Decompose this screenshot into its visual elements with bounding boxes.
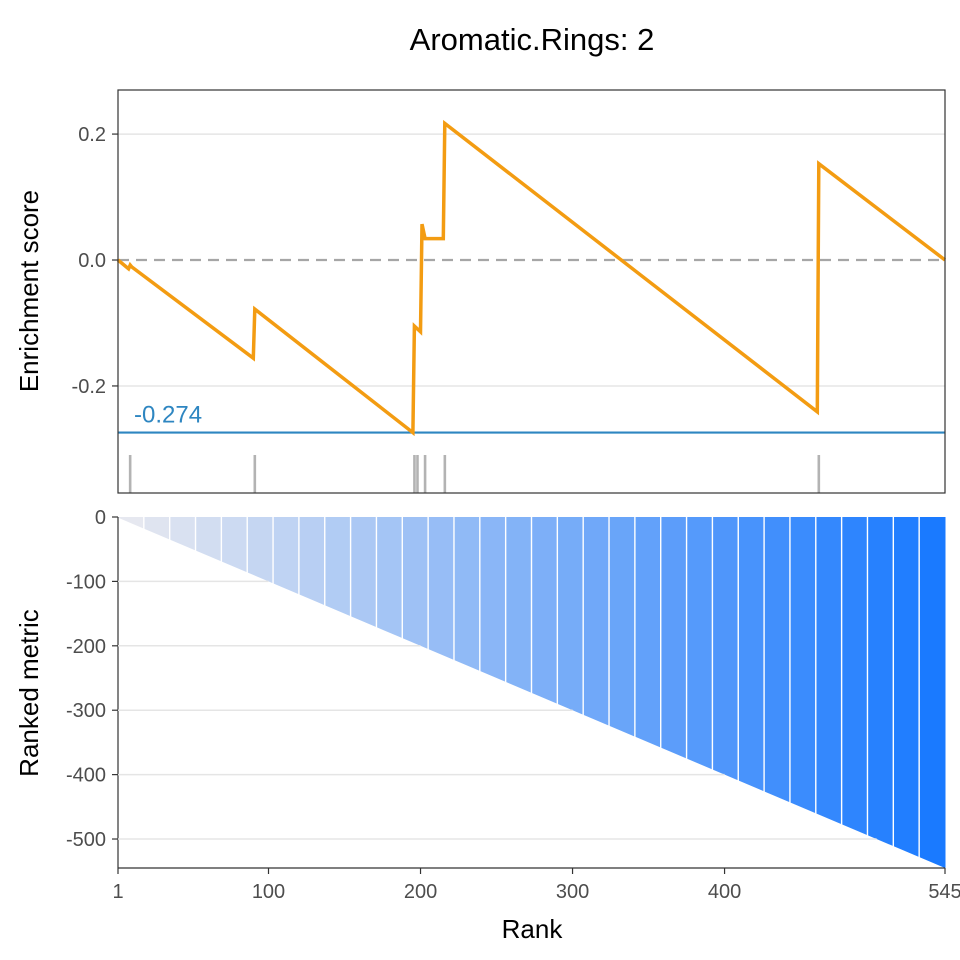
x-tick-label: 300 <box>556 881 589 903</box>
y-tick-label: 0.0 <box>78 250 106 272</box>
rank-x-axis-title: Rank <box>502 914 564 944</box>
enrichment-y-axis-title: Enrichment score <box>14 190 44 392</box>
top-grid <box>118 133 945 387</box>
y-tick-label: -100 <box>66 571 106 593</box>
enrichment-y-axis: 0.2 0.0 -0.2 <box>72 124 118 398</box>
y-tick-label: -0.2 <box>72 376 106 398</box>
y-tick-label: -400 <box>66 765 106 787</box>
metric-band <box>815 517 843 868</box>
metric-band <box>919 517 946 868</box>
y-tick-label: -500 <box>66 829 106 851</box>
hit-markers <box>128 455 821 493</box>
ranked-y-axis-title: Ranked metric <box>14 609 44 777</box>
chart-title: Aromatic.Rings: 2 <box>410 22 655 57</box>
metric-triangle-mask <box>118 517 945 869</box>
ranked-y-axis: 0 -100 -200 -300 -400 -500 <box>66 507 118 851</box>
metric-band <box>841 517 868 868</box>
x-tick-label: 400 <box>708 881 741 903</box>
enrichment-panel-border <box>117 89 946 494</box>
rank-x-axis: 1 100 200 300 400 545 <box>112 868 960 903</box>
metric-band <box>893 517 920 868</box>
y-tick-label: 0 <box>95 507 106 529</box>
x-tick-label: 1 <box>112 881 123 903</box>
enrichment-curve <box>116 119 947 437</box>
x-tick-label: 100 <box>252 881 285 903</box>
metric-band <box>867 517 894 868</box>
ranked-metric-panel: 0 -100 -200 -300 -400 -500 1 100 200 300 400 545 R… <box>14 507 960 944</box>
min-es-label: -0.274 <box>134 402 202 429</box>
y-tick-label: -300 <box>66 700 106 722</box>
x-tick-label: 545 <box>928 881 960 903</box>
y-tick-label: -200 <box>66 636 106 658</box>
x-tick-label: 200 <box>404 881 437 903</box>
enrichment-panel: -0.274 0.2 0.0 -0.2 Enrichment score <box>14 89 947 494</box>
y-tick-label: 0.2 <box>78 124 106 146</box>
